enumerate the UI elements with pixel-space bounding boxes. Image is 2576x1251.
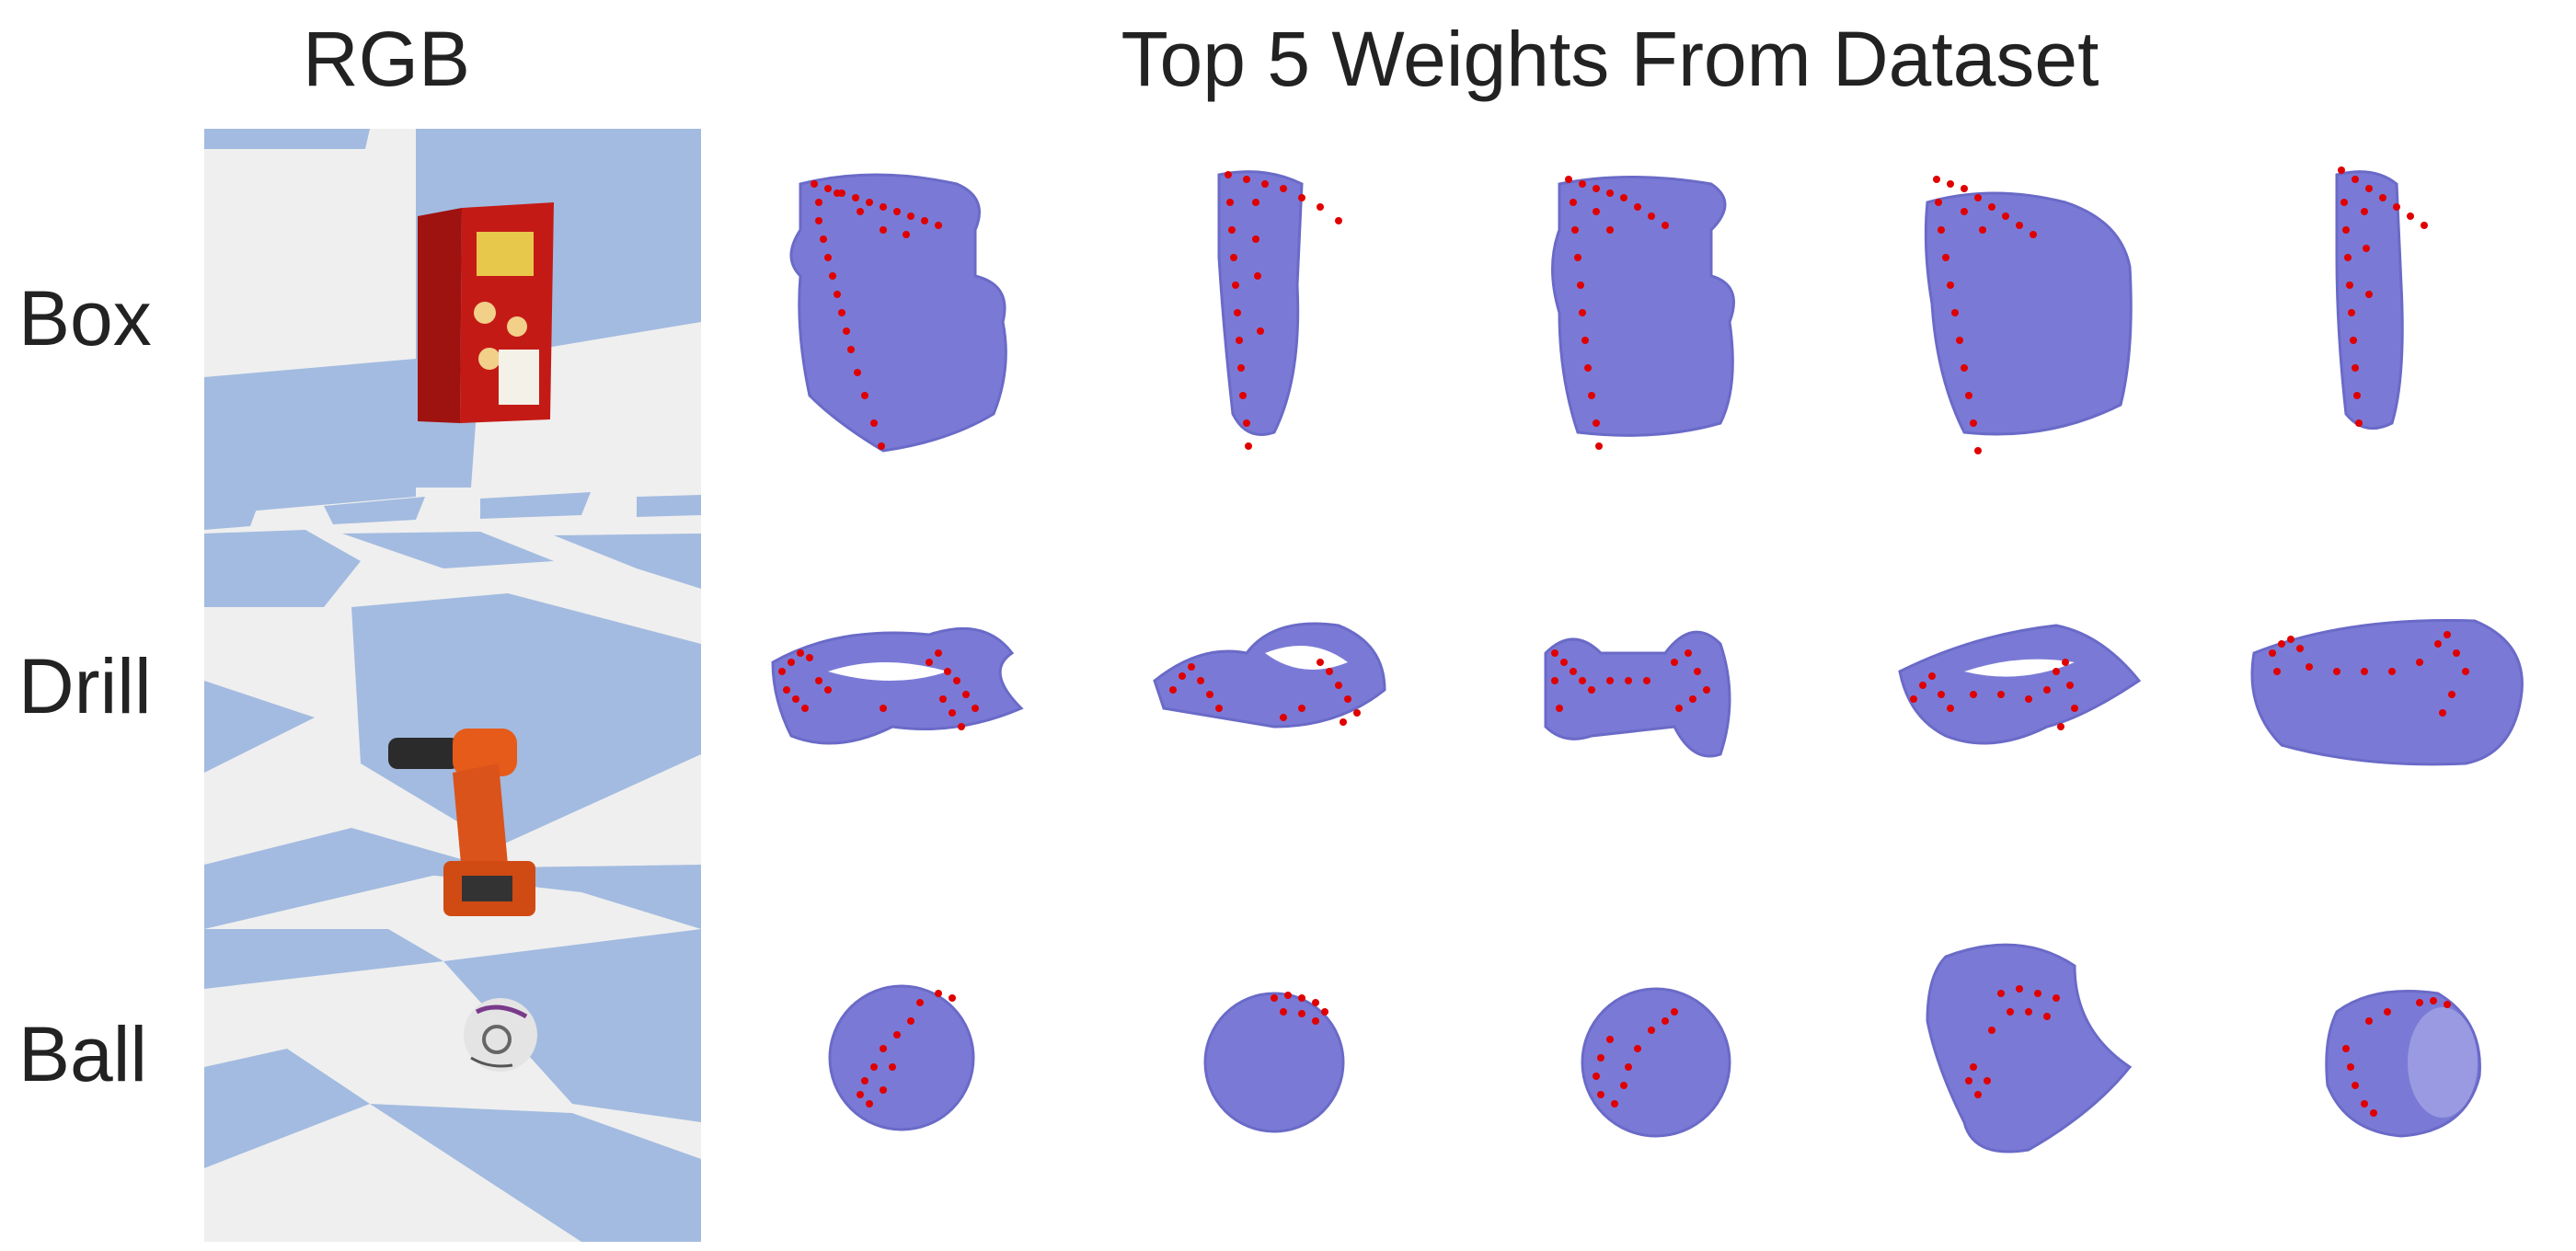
box-weight-1	[745, 147, 1049, 497]
row-label-box: Box	[18, 275, 152, 362]
ball-weight-4	[1863, 883, 2167, 1233]
drill-weight-1	[745, 515, 1049, 865]
drill-weight-2	[1118, 515, 1421, 865]
box-weight-3	[1490, 147, 1794, 497]
cracker-box-image	[418, 202, 554, 423]
box-weight-2	[1118, 147, 1421, 497]
ball-weight-1	[745, 883, 1049, 1233]
rgb-column-header: RGB	[302, 16, 471, 102]
ball-weight-5	[2236, 883, 2539, 1233]
ball-weight-3	[1490, 883, 1794, 1233]
row-label-drill: Drill	[18, 643, 152, 729]
row-label-ball: Ball	[18, 1011, 148, 1097]
weights-column-header: Top 5 Weights From Dataset	[1121, 16, 2099, 102]
ball-weight-2	[1118, 883, 1421, 1233]
drill-weight-3	[1490, 515, 1794, 865]
drill-weight-5	[2236, 515, 2539, 865]
drill-weight-4	[1863, 515, 2167, 865]
power-drill-image	[388, 729, 535, 916]
rgb-render-panel	[204, 129, 701, 1242]
box-weight-5	[2236, 147, 2539, 497]
soccer-ball-image	[464, 998, 537, 1072]
box-weight-4	[1863, 147, 2167, 497]
